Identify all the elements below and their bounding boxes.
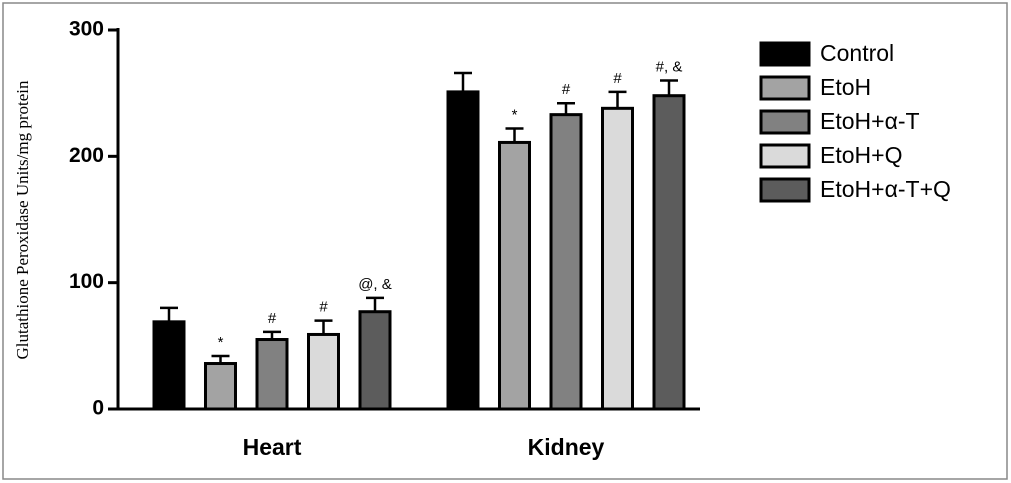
annotation: #	[613, 70, 622, 87]
annotation: *	[512, 107, 518, 124]
annotation: #	[268, 310, 277, 327]
y-tick-label: 200	[69, 144, 104, 167]
y-tick-label: 300	[69, 18, 104, 41]
bar	[652, 94, 686, 411]
legend-label: EtoH+α-T	[820, 108, 920, 134]
legend-label: Control	[820, 40, 894, 66]
x-tick-label: Kidney	[528, 434, 605, 460]
legend-swatch	[759, 177, 811, 203]
annotation: @, &	[358, 276, 392, 293]
annotation: *	[218, 334, 224, 351]
legend-label: EtoH+α-T+Q	[820, 176, 951, 202]
y-axis-label: Glutathione Peroxidase Units/mg protein	[13, 80, 32, 360]
annotation: #	[562, 81, 571, 98]
legend-swatch	[759, 75, 811, 101]
bar	[152, 320, 186, 411]
bar	[498, 140, 531, 411]
x-tick-label: Heart	[243, 434, 302, 460]
bar	[204, 362, 237, 411]
y-tick-label: 100	[69, 270, 104, 293]
legend-swatch	[759, 143, 811, 169]
y-tick-label: 0	[92, 397, 104, 420]
bar	[307, 332, 340, 411]
legend-label: EtoH	[820, 74, 871, 100]
legend-swatch	[759, 109, 811, 135]
bar	[601, 106, 634, 411]
annotation: #, &	[656, 59, 683, 76]
bar	[358, 310, 392, 411]
bar	[549, 113, 583, 411]
legend-swatch	[759, 41, 811, 67]
annotation: #	[319, 299, 328, 316]
bar	[446, 90, 480, 411]
bar	[255, 338, 289, 411]
legend-label: EtoH+Q	[820, 142, 902, 168]
